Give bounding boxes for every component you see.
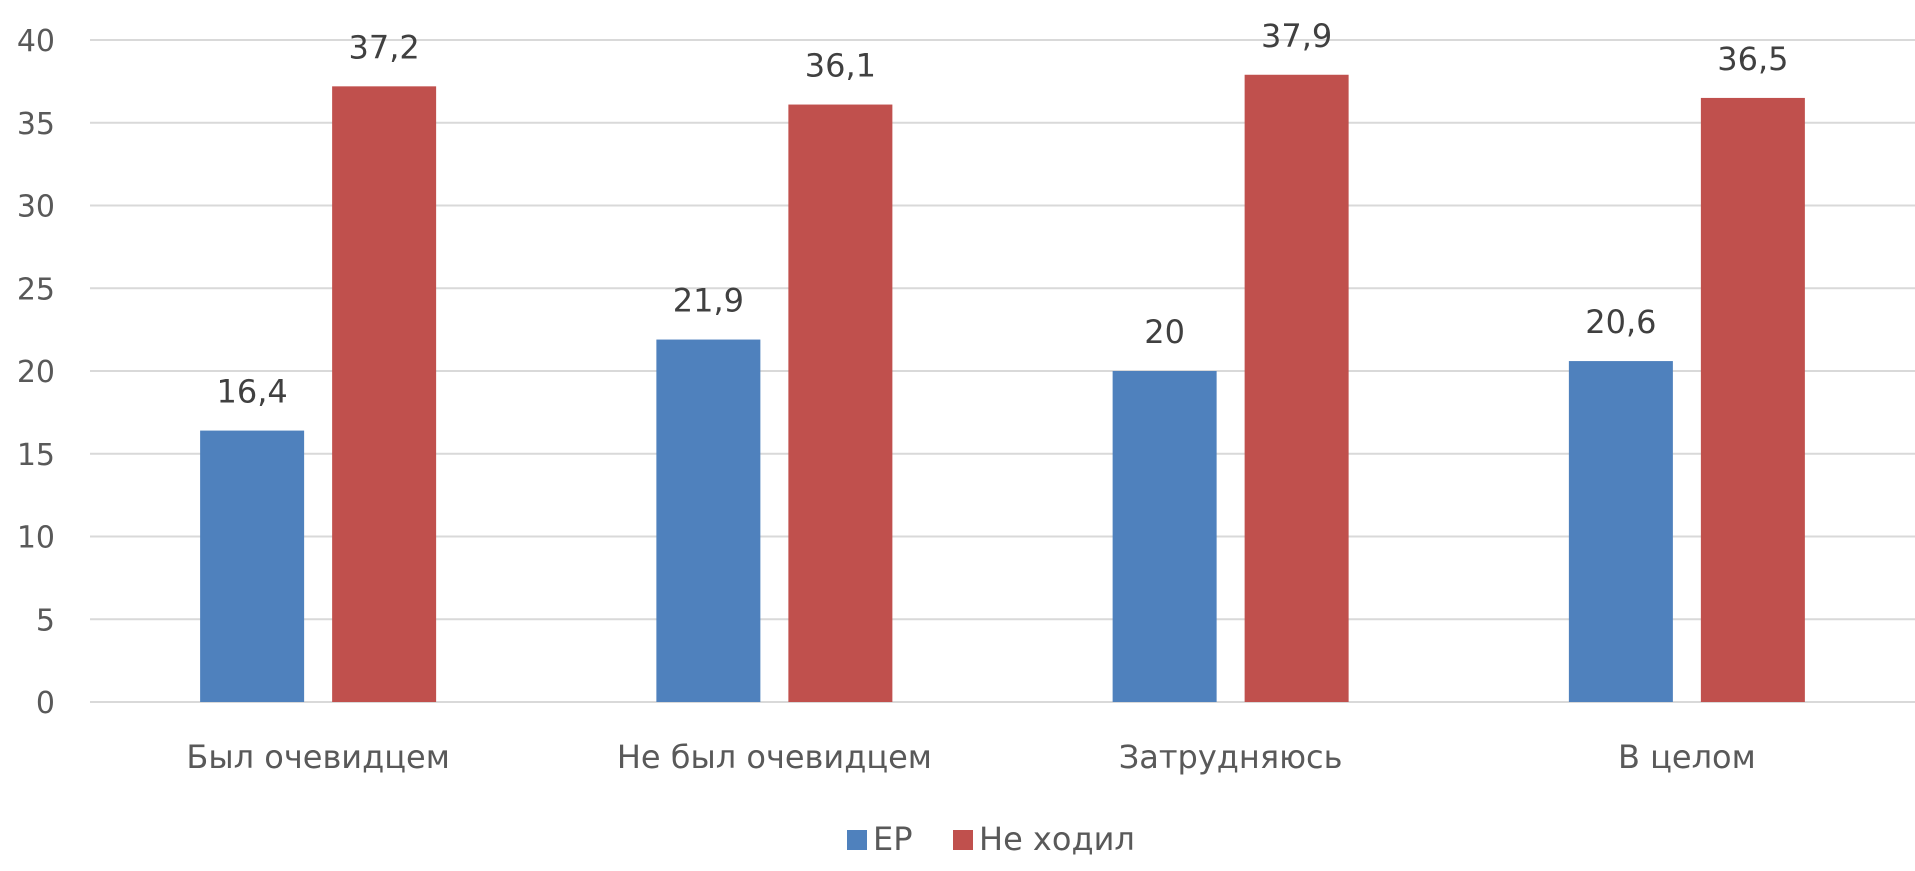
y-tick-label: 30 <box>17 190 55 225</box>
legend-swatch <box>847 830 867 850</box>
legend-item: Не ходил <box>953 820 1135 858</box>
y-tick-label: 15 <box>17 438 55 473</box>
bar-series-0-cat-2 <box>1112 371 1217 702</box>
bar-series-1-cat-2 <box>1244 74 1349 702</box>
y-tick-label: 20 <box>17 355 55 390</box>
data-label: 21,9 <box>673 282 744 320</box>
y-tick-label: 35 <box>17 107 55 142</box>
legend-swatch <box>953 830 973 850</box>
bar-series-0-cat-3 <box>1568 361 1673 702</box>
y-tick-label: 5 <box>36 603 55 638</box>
y-tick-label: 25 <box>17 272 55 307</box>
bar-series-1-cat-0 <box>332 86 437 703</box>
legend-label: Не ходил <box>979 820 1135 858</box>
data-label: 16,4 <box>217 373 288 411</box>
legend-label: ЕР <box>873 820 913 858</box>
data-label: 36,1 <box>805 47 876 85</box>
y-tick-label: 10 <box>17 521 55 556</box>
bars <box>200 74 1805 703</box>
data-labels: 16,4 37,2 21,9 36,1 20 37,9 20,6 36,5 <box>217 17 1789 411</box>
data-label: 37,2 <box>349 28 420 66</box>
bar-series-0-cat-1 <box>656 339 761 702</box>
data-label: 37,9 <box>1261 17 1332 55</box>
data-label: 20,6 <box>1585 303 1656 341</box>
category-label: Был очевидцем <box>186 738 449 776</box>
bar-series-1-cat-1 <box>788 104 893 703</box>
y-tick-label: 0 <box>36 686 55 721</box>
x-axis-categories: Был очевидцем Не был очевидцем Затрудняюсь… <box>186 738 1755 776</box>
category-label: В целом <box>1618 738 1756 776</box>
bar-series-1-cat-3 <box>1700 97 1805 703</box>
category-label: Затрудняюсь <box>1119 738 1343 776</box>
data-label: 36,5 <box>1717 40 1788 78</box>
legend-item: ЕР <box>847 820 913 858</box>
data-label: 20 <box>1144 313 1185 351</box>
y-tick-label: 40 <box>17 24 55 59</box>
y-axis-ticks: 0 5 10 15 20 25 30 35 40 <box>17 24 55 721</box>
legend: ЕР Не ходил <box>847 820 1135 858</box>
category-label: Не был очевидцем <box>617 738 932 776</box>
bar-series-0-cat-0 <box>200 430 305 702</box>
